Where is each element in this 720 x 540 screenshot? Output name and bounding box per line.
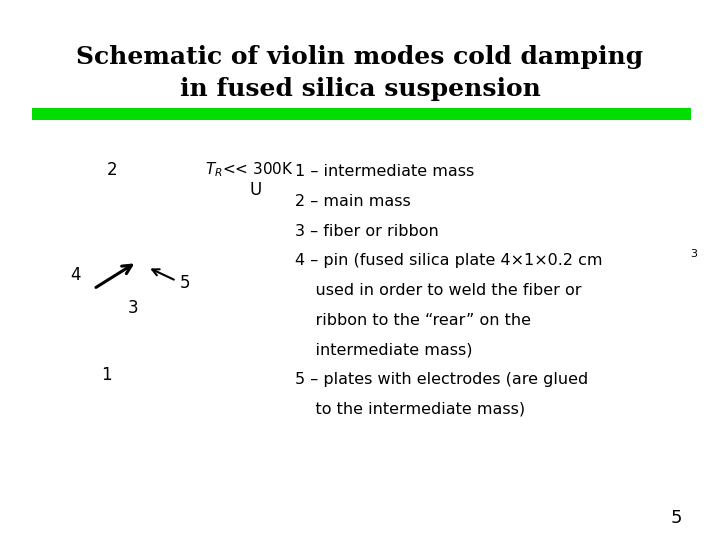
Text: in fused silica suspension: in fused silica suspension (179, 77, 541, 101)
Text: 1 – intermediate mass: 1 – intermediate mass (295, 164, 474, 179)
Text: intermediate mass): intermediate mass) (295, 342, 473, 357)
Text: 1: 1 (102, 366, 112, 384)
Text: used in order to weld the fiber or: used in order to weld the fiber or (295, 283, 582, 298)
Text: Schematic of violin modes cold damping: Schematic of violin modes cold damping (76, 45, 644, 69)
Bar (32, 108, 691, 120)
Text: 4 – pin (fused silica plate 4×1×0.2 cm: 4 – pin (fused silica plate 4×1×0.2 cm (295, 253, 603, 268)
Text: 5: 5 (180, 274, 190, 293)
Text: 3: 3 (690, 249, 697, 259)
Text: 3 – fiber or ribbon: 3 – fiber or ribbon (295, 224, 439, 239)
Text: U: U (249, 181, 262, 199)
Text: $T_R$<< 300K: $T_R$<< 300K (205, 161, 294, 179)
Text: to the intermediate mass): to the intermediate mass) (295, 402, 526, 417)
Text: 2: 2 (107, 161, 117, 179)
Text: ribbon to the “rear” on the: ribbon to the “rear” on the (295, 313, 531, 328)
Text: 5 – plates with electrodes (are glued: 5 – plates with electrodes (are glued (295, 372, 588, 387)
Text: 4: 4 (71, 266, 81, 285)
Text: 2 – main mass: 2 – main mass (295, 194, 411, 209)
Text: 5: 5 (671, 509, 683, 528)
Text: 3: 3 (128, 299, 138, 317)
